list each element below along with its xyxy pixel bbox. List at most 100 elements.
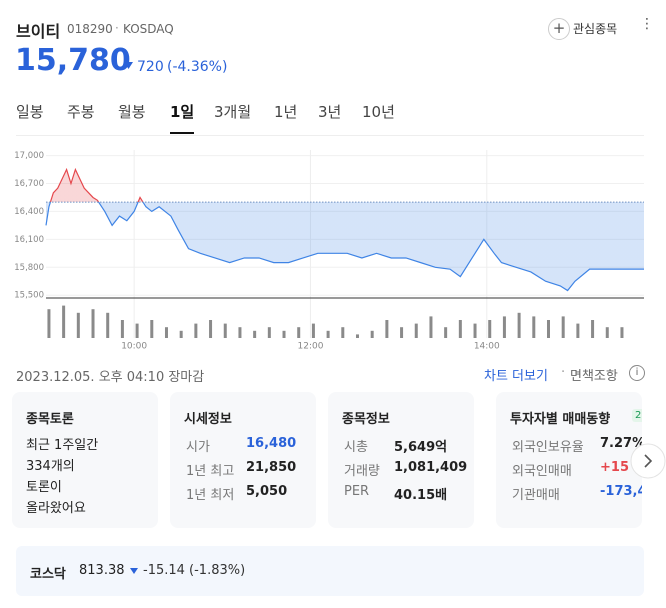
card-text: 334개의 (26, 459, 75, 474)
volume-bar (282, 330, 286, 338)
price-line (45, 167, 644, 292)
card-value: -173,404 (600, 484, 642, 499)
next-button[interactable] (628, 441, 666, 481)
watch-button[interactable]: 관심종목 (573, 22, 618, 36)
volume-bar (429, 316, 433, 338)
card-label: 거래량 (344, 464, 380, 479)
card-label: 1년 최고 (186, 464, 235, 479)
volume-bar (150, 320, 154, 338)
card-value: +15 (600, 460, 629, 475)
stock-name: 브이티 (16, 22, 61, 41)
volume-bar (370, 330, 374, 338)
volume-bar (576, 323, 580, 338)
volume-bar (385, 320, 389, 338)
volume-bar (76, 312, 80, 338)
card-value: 1,081,409 (394, 460, 468, 475)
disclaimer-link[interactable]: 면책조항 (570, 369, 618, 384)
down-arrow (130, 568, 138, 574)
price-change: 720 (137, 59, 164, 75)
card-value: 7.27% (600, 436, 642, 451)
volume-bar (267, 327, 271, 338)
volume-bar (135, 323, 139, 338)
volume-bar (473, 323, 477, 338)
tab[interactable]: 일봉 (16, 103, 44, 121)
volume-bar (326, 330, 330, 338)
volume-bar (341, 327, 345, 338)
volume-bar (164, 327, 168, 338)
separator: · (561, 365, 566, 380)
tab[interactable]: 월봉 (118, 103, 146, 121)
tab[interactable]: 1일 (170, 103, 195, 121)
volume-bar (253, 330, 257, 338)
card-title: 시세정보 (184, 412, 232, 427)
tab[interactable]: 주봉 (67, 103, 95, 121)
card-label: 외국인보유율 (512, 440, 584, 455)
timestamp: 2023.12.05. 오후 04:10 장마감 (16, 370, 205, 385)
separator: · (115, 21, 119, 35)
volume-bar (532, 316, 536, 338)
more-menu[interactable]: ⋮ (640, 16, 654, 32)
y-tick-label: 17,000 (14, 151, 44, 161)
card-label: 1년 최저 (186, 488, 235, 503)
card-title: 투자자별 매매동향 (510, 412, 611, 427)
y-tick-label: 16,100 (14, 235, 44, 245)
card-text: 최근 1주일간 (26, 438, 99, 453)
divider (16, 135, 644, 136)
card-value: 5,649억 (394, 440, 448, 455)
card-label: 기관매매 (512, 488, 560, 503)
down-arrow (124, 62, 133, 69)
volume-bar (355, 334, 359, 338)
index-value: 813.38 (79, 563, 125, 578)
card-label: 시총 (344, 440, 368, 455)
watch-icon[interactable]: + (548, 18, 570, 40)
volume-bar (62, 305, 66, 338)
card-title: 종목정보 (342, 412, 390, 427)
volume-bar (502, 316, 506, 338)
card[interactable]: 종목토론 최근 1주일간 334개의 토론이 올라왔어요 (12, 392, 158, 528)
card-label: 외국인매매 (512, 464, 572, 479)
volume-bar (414, 323, 418, 338)
volume-bar (591, 320, 595, 338)
volume-bar (620, 327, 624, 338)
tab[interactable]: 10년 (362, 103, 395, 121)
index-bar[interactable]: 코스닥 813.38 -15.14 (-1.83%) (16, 546, 644, 596)
card-title: 종목토론 (26, 412, 74, 427)
card-value: 16,480 (246, 436, 297, 451)
y-tick-label: 16,400 (14, 207, 44, 217)
volume-bar (605, 327, 609, 338)
tab[interactable]: 1년 (274, 103, 298, 121)
volume-bar (179, 330, 183, 338)
card-value: 21,850 (246, 460, 297, 475)
x-tick-label: 10:00 (121, 342, 147, 352)
volume-bar (444, 327, 448, 338)
card-label: PER (344, 484, 370, 499)
volume-bar (400, 327, 404, 338)
card-value: 40.15배 (394, 488, 448, 503)
card-badge: 23.12. (632, 409, 642, 422)
card-text: 토론이 (26, 480, 62, 495)
volume-bar (209, 320, 213, 338)
price: 15,780 (15, 43, 131, 78)
volume-bar (546, 320, 550, 338)
stock-code: 018290 (67, 22, 113, 36)
volume-bar (238, 327, 242, 338)
tab[interactable]: 3개월 (214, 103, 252, 121)
volume-bar (194, 323, 198, 338)
card[interactable]: 투자자별 매매동향 23.12. 외국인보유율 7.27% 외국인매매 +15 기관매매 -1… (496, 392, 642, 528)
x-tick-label: 14:00 (474, 342, 500, 352)
price-change-pct: (-4.36%) (167, 59, 228, 75)
index-name: 코스닥 (30, 567, 66, 582)
chart-more-link[interactable]: 차트 더보기 (484, 369, 548, 384)
card-value: 5,050 (246, 484, 288, 499)
info-icon[interactable]: i (629, 365, 645, 381)
volume-bar (488, 320, 492, 338)
volume-bar (458, 320, 462, 338)
tab[interactable]: 3년 (318, 103, 342, 121)
market: KOSDAQ (123, 22, 174, 36)
y-tick-label: 16,700 (14, 179, 44, 189)
volume-bar (106, 312, 110, 338)
card-label: 시가 (186, 440, 210, 455)
